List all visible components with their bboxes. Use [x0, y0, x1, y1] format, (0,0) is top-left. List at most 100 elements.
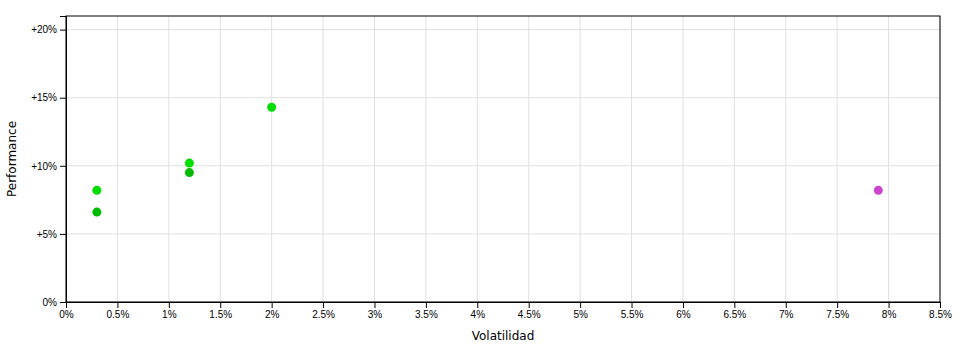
grid-line-x — [425, 16, 426, 302]
tick-label: +20% — [31, 24, 57, 35]
tick: 6.5% — [723, 302, 746, 320]
tick: 8.5% — [929, 302, 952, 320]
points — [92, 103, 882, 217]
tick-label: 0% — [59, 309, 74, 320]
tick: 0% — [43, 297, 66, 308]
grid-line-y — [66, 29, 940, 30]
tick-mark — [426, 302, 427, 308]
grid-line-x — [220, 16, 221, 302]
tick-mark — [60, 98, 66, 99]
tick: 5% — [573, 302, 588, 320]
axis-line — [67, 303, 941, 309]
grid-line-x — [580, 16, 581, 302]
point — [92, 208, 101, 217]
tick-label: 0% — [43, 297, 58, 308]
tick-label: 6.5% — [723, 309, 746, 320]
tick: 4.5% — [518, 302, 541, 320]
tick-mark — [632, 302, 633, 308]
tick: +20% — [31, 24, 66, 35]
tick-mark — [60, 302, 66, 303]
tick: 7.5% — [826, 302, 849, 320]
grid-line-x — [785, 16, 786, 302]
y-axis: 0% +5% +10% +15% +20% — [31, 17, 66, 308]
chart-container: 0% 0.5% 1% 1.5% 2% 2.5% 3% 3.5% 4% 4.5% 5% 5.5% 6% 6.… — [0, 0, 966, 350]
tick-label: 5% — [573, 309, 588, 320]
tick: 7% — [779, 302, 794, 320]
point — [185, 159, 194, 168]
grid-line-x — [528, 16, 529, 302]
grid-line-y — [66, 233, 940, 234]
tick: 8% — [882, 302, 897, 320]
tick-label: 5.5% — [621, 309, 644, 320]
grid-line-x — [117, 16, 118, 302]
grid-line-x — [271, 16, 272, 302]
tick-label: 3.5% — [415, 309, 438, 320]
point — [874, 186, 883, 195]
tick: 0% — [59, 302, 74, 320]
tick: +10% — [31, 161, 66, 172]
tick-mark — [683, 302, 684, 308]
tick-label: 4% — [471, 309, 486, 320]
tick-label: 4.5% — [518, 309, 541, 320]
tick-label: 2% — [265, 309, 280, 320]
tick-mark — [169, 302, 170, 308]
tick-mark — [60, 234, 66, 235]
tick: 5.5% — [621, 302, 644, 320]
grid-line-x — [323, 16, 324, 302]
plot: 0% 0.5% 1% 1.5% 2% 2.5% 3% 3.5% 4% 4.5% 5% 5.5% 6% 6.… — [31, 16, 952, 320]
tick: 1.5% — [209, 302, 232, 320]
tick-mark — [272, 302, 273, 308]
tick-mark — [786, 302, 787, 308]
tick: 2% — [265, 302, 280, 320]
grid-line-x — [168, 16, 169, 302]
tick-label: 1% — [162, 309, 177, 320]
tick: 4% — [471, 302, 486, 320]
tick: 6% — [676, 302, 691, 320]
tick: +15% — [31, 92, 66, 103]
grid-line-x — [374, 16, 375, 302]
grid-line-y — [66, 165, 940, 166]
tick-label: 6% — [676, 309, 691, 320]
grid-line-x — [477, 16, 478, 302]
tick-mark — [323, 302, 324, 308]
tick: 0.5% — [107, 302, 130, 320]
y-axis-title: Performance — [5, 121, 19, 197]
tick-mark — [117, 302, 118, 308]
plot-frame — [66, 16, 940, 302]
tick-label: 8.5% — [929, 309, 952, 320]
tick-mark — [889, 302, 890, 308]
x-axis: 0% 0.5% 1% 1.5% 2% 2.5% 3% 3.5% 4% 4.5% 5% 5.5% 6% 6.… — [59, 302, 952, 320]
tick-label: 3% — [368, 309, 383, 320]
point — [267, 103, 276, 112]
tick-mark — [477, 302, 478, 308]
grid-line-y — [66, 97, 940, 98]
chart-svg: 0% 0.5% 1% 1.5% 2% 2.5% 3% 3.5% 4% 4.5% 5% 5.5% 6% 6.… — [0, 0, 966, 350]
grid-line-x — [837, 16, 838, 302]
tick-mark — [940, 302, 941, 308]
tick-mark — [837, 302, 838, 308]
tick-mark — [220, 302, 221, 308]
tick-mark — [374, 302, 375, 308]
axis-line — [60, 17, 67, 303]
x-axis-title: Volatilidad — [472, 329, 535, 343]
tick: 2.5% — [312, 302, 335, 320]
tick-mark — [734, 302, 735, 308]
tick: 3.5% — [415, 302, 438, 320]
tick-label: 7% — [779, 309, 794, 320]
tick-label: 0.5% — [107, 309, 130, 320]
point — [92, 186, 101, 195]
tick-label: 2.5% — [312, 309, 335, 320]
tick: 1% — [162, 302, 177, 320]
tick-mark — [60, 30, 66, 31]
point — [185, 168, 194, 177]
tick-mark — [580, 302, 581, 308]
tick-label: +15% — [31, 92, 57, 103]
tick-label: +10% — [31, 161, 57, 172]
grid-line-x — [734, 16, 735, 302]
grid — [66, 16, 940, 302]
tick-label: 1.5% — [209, 309, 232, 320]
tick-label: +5% — [37, 229, 57, 240]
tick-mark — [60, 166, 66, 167]
grid-line-x — [631, 16, 632, 302]
grid-line-x — [888, 16, 889, 302]
